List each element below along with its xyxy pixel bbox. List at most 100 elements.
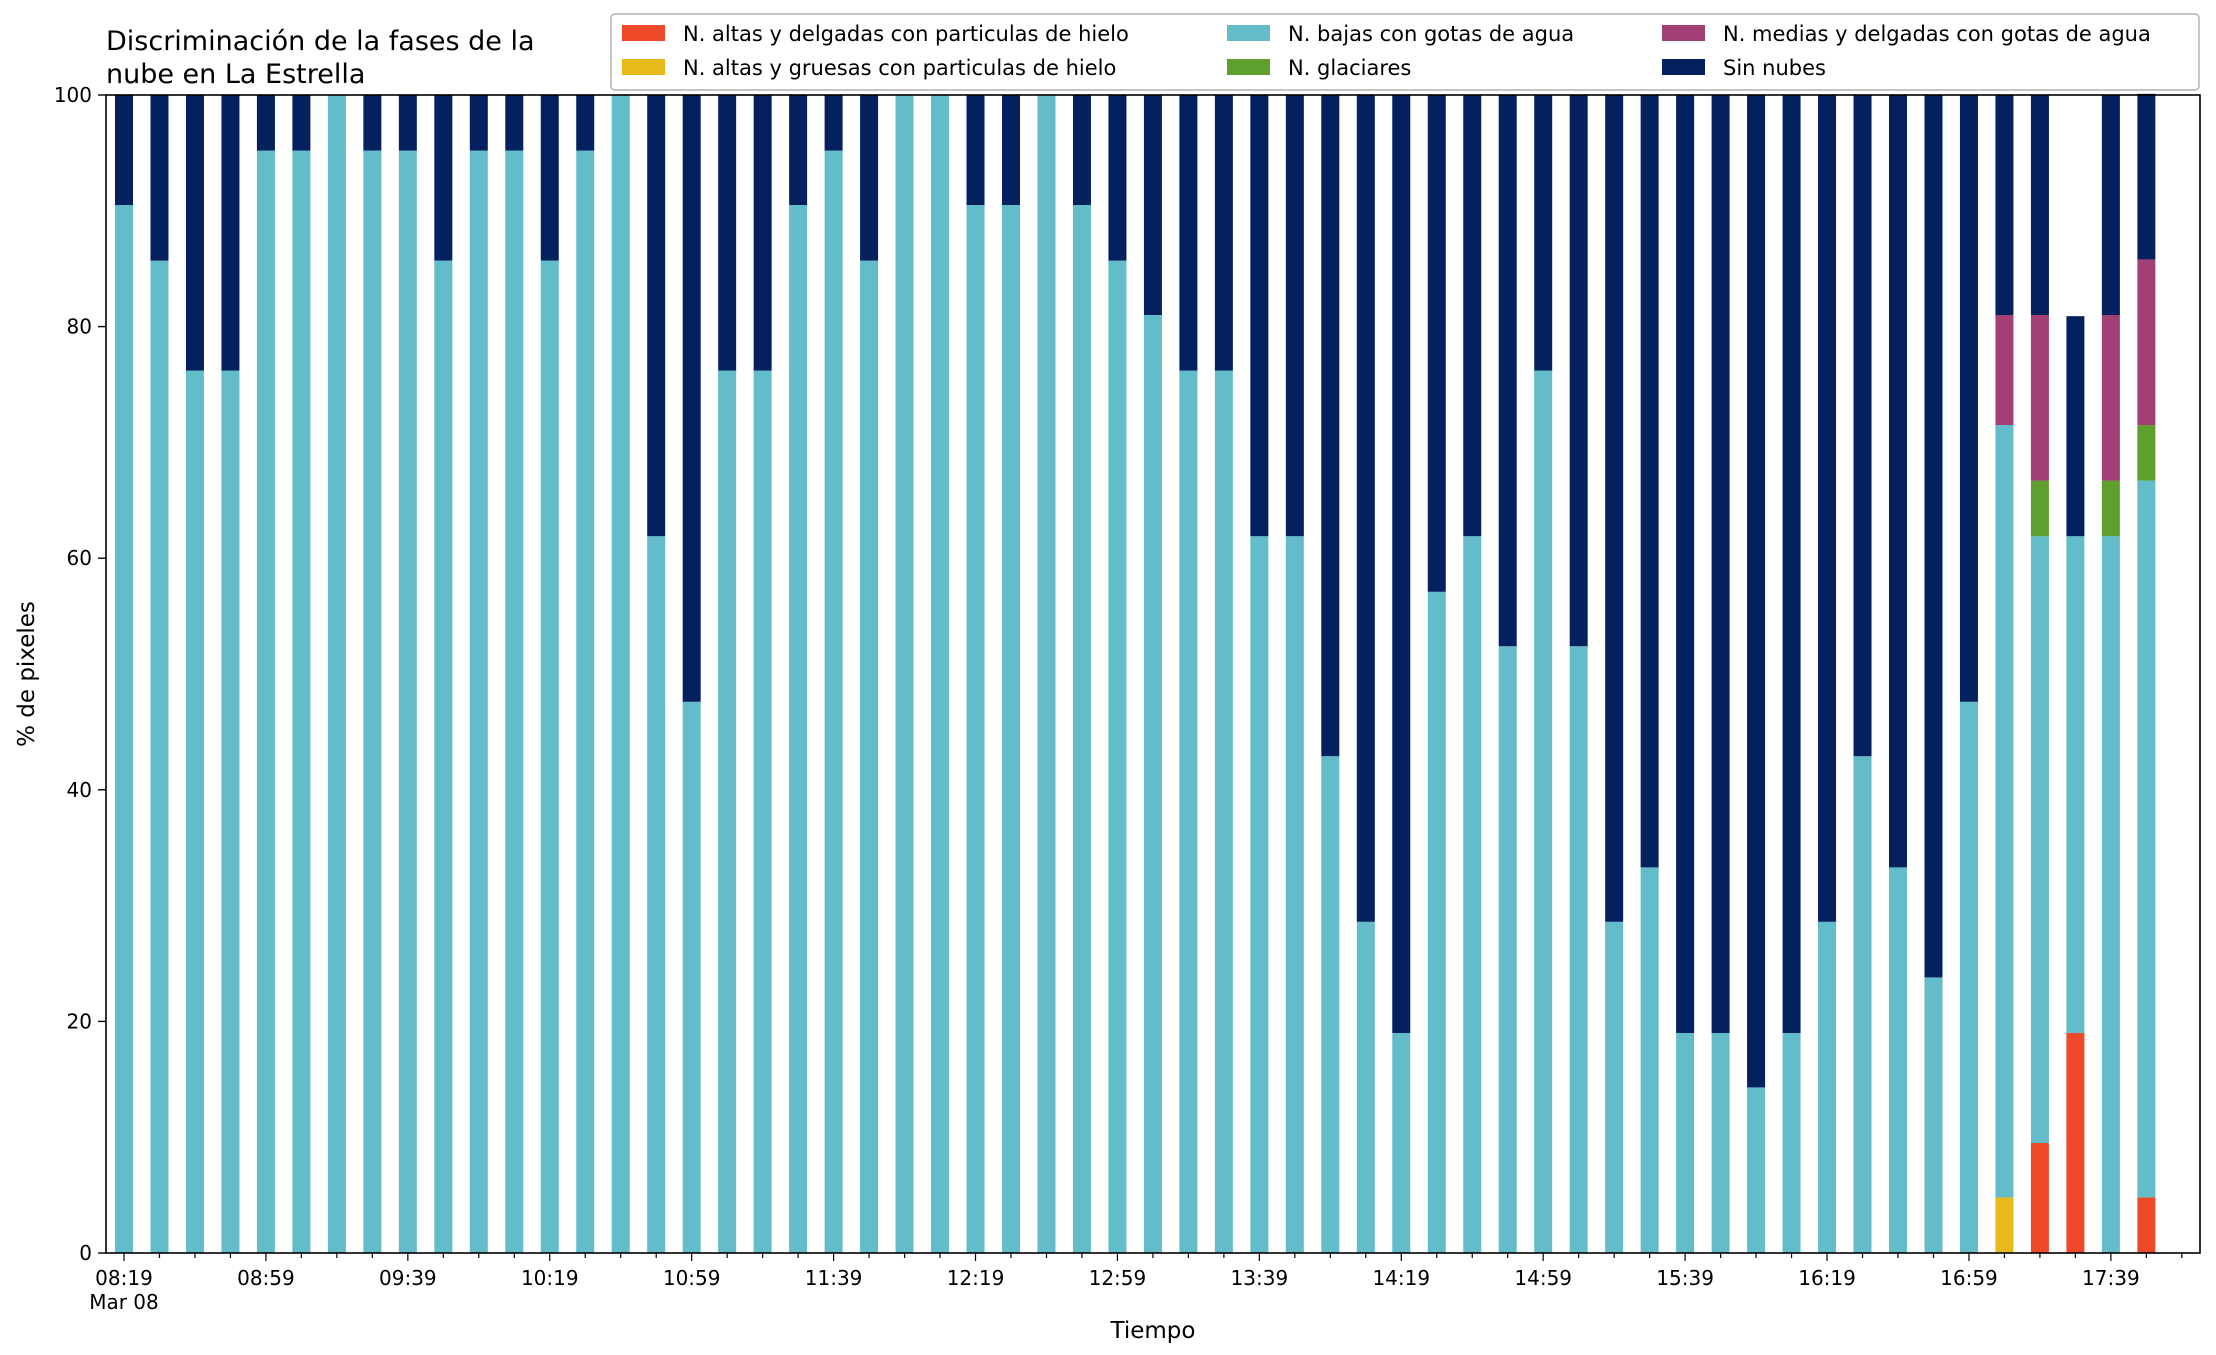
bar-segment xyxy=(1356,95,1375,922)
bar-segment xyxy=(1179,95,1198,371)
x-tick-sublabel: Mar 08 xyxy=(89,1290,159,1314)
bar-segment xyxy=(2066,1032,2085,1253)
bar-segment xyxy=(1321,95,1340,757)
x-tick-label: 13:39 xyxy=(1231,1266,1289,1290)
bar-segment xyxy=(824,150,843,1254)
bar-segment xyxy=(718,95,737,371)
bar-segment xyxy=(1534,370,1553,1254)
x-tick-label: 08:19 xyxy=(95,1266,153,1290)
bar-segment xyxy=(221,95,240,371)
bar-segment xyxy=(1959,95,1978,702)
bar-segment xyxy=(2137,259,2156,426)
x-axis-label: Tiempo xyxy=(1110,1318,1196,1344)
bar-segment xyxy=(1463,536,1482,1253)
plot-frame xyxy=(105,94,2201,1254)
bar-segment xyxy=(1498,95,1517,647)
legend-swatch xyxy=(622,25,665,41)
bar-segment xyxy=(1711,95,1730,1033)
legend-swatch xyxy=(1662,59,1705,75)
bar-segment xyxy=(185,370,204,1254)
bar-segment xyxy=(398,95,417,151)
legend-label: N. glaciares xyxy=(1288,56,1411,80)
bar-segment xyxy=(611,95,630,1253)
bar-segment xyxy=(1285,95,1304,537)
bar-segment xyxy=(1995,315,2014,426)
bar-segment xyxy=(469,95,488,151)
bar-segment xyxy=(115,95,133,206)
bar-segment xyxy=(2030,315,2049,481)
bar-segment xyxy=(256,95,275,151)
bar-segment xyxy=(2030,1142,2049,1253)
bar-segment xyxy=(1427,591,1446,1253)
bar-segment xyxy=(824,95,843,151)
bar-segment xyxy=(1179,370,1198,1254)
x-tick-label: 10:59 xyxy=(663,1266,721,1290)
bar-segment xyxy=(1108,260,1127,1254)
bar-segment xyxy=(1853,756,1872,1253)
bar-segment xyxy=(1782,95,1801,1033)
bar-segment xyxy=(398,150,417,1254)
legend-label: N. bajas con gotas de agua xyxy=(1288,22,1574,46)
bar-segment xyxy=(1995,95,2014,316)
bar-segment xyxy=(150,260,169,1254)
bar-segment xyxy=(1711,1032,1730,1253)
bar-segment xyxy=(1853,95,1872,757)
bar-segment xyxy=(2066,536,2085,1033)
bar-segment xyxy=(682,701,701,1253)
bar-segment xyxy=(576,150,595,1254)
bar-segment xyxy=(2030,536,2049,1143)
bar-segment xyxy=(221,370,240,1254)
bar-segment xyxy=(1605,921,1624,1253)
bar-segment xyxy=(1747,95,1766,1088)
legend: N. altas y delgadas con particulas de hi… xyxy=(610,13,2200,91)
bar-segment xyxy=(1321,756,1340,1253)
legend-label: N. altas y delgadas con particulas de hi… xyxy=(683,22,1129,46)
bar-segment xyxy=(540,95,559,261)
y-tick-label: 20 xyxy=(67,1009,92,1033)
bar-segment xyxy=(647,536,666,1253)
y-axis: 0 20 40 60 80 100 xyxy=(54,83,106,1265)
bar-segment xyxy=(2101,315,2120,481)
bar-segment xyxy=(2101,480,2120,537)
x-tick-label: 16:59 xyxy=(1940,1266,1998,1290)
bar-segment xyxy=(1640,867,1659,1253)
x-tick-label: 15:39 xyxy=(1656,1266,1714,1290)
bar-segment xyxy=(363,150,382,1254)
bar-segment xyxy=(1889,867,1907,1253)
bar-segment xyxy=(1108,95,1127,261)
bar-segment xyxy=(2137,93,2156,260)
bar-segment xyxy=(1392,1032,1411,1253)
bar-segment xyxy=(966,95,985,206)
x-tick-label: 09:39 xyxy=(379,1266,437,1290)
legend-swatch xyxy=(1227,25,1270,41)
bar-segment xyxy=(1747,1087,1766,1253)
bar-segment xyxy=(647,95,666,537)
bar-segment xyxy=(1569,95,1588,647)
bar-segment xyxy=(1569,646,1588,1253)
bar-segment xyxy=(1427,95,1446,592)
bar-segment xyxy=(1214,95,1233,371)
y-tick-label: 40 xyxy=(67,778,92,802)
legend-swatch xyxy=(1227,59,1270,75)
bar-segment xyxy=(860,95,879,261)
y-tick-label: 80 xyxy=(67,315,92,339)
bar-segment xyxy=(1959,701,1978,1253)
legend-frame xyxy=(610,13,2200,91)
bar-segment xyxy=(505,95,524,151)
bar-segment xyxy=(1818,921,1837,1253)
bar-segment xyxy=(1002,95,1020,206)
bar-segment xyxy=(292,150,311,1254)
bar-segment xyxy=(1392,95,1411,1033)
bar-segment xyxy=(2137,1197,2156,1253)
bar-segment xyxy=(1002,205,1020,1253)
bar-segment xyxy=(753,370,772,1254)
bar-segment xyxy=(2030,95,2049,316)
bar-segment xyxy=(292,95,311,151)
legend-label: N. medias y delgadas con gotas de agua xyxy=(1723,22,2151,46)
bar-segment xyxy=(2066,316,2085,537)
bars-layer xyxy=(115,93,2156,1254)
x-tick-label: 08:59 xyxy=(237,1266,295,1290)
bar-segment xyxy=(1640,95,1659,868)
x-tick-label: 14:19 xyxy=(1372,1266,1430,1290)
bar-segment xyxy=(753,95,772,371)
